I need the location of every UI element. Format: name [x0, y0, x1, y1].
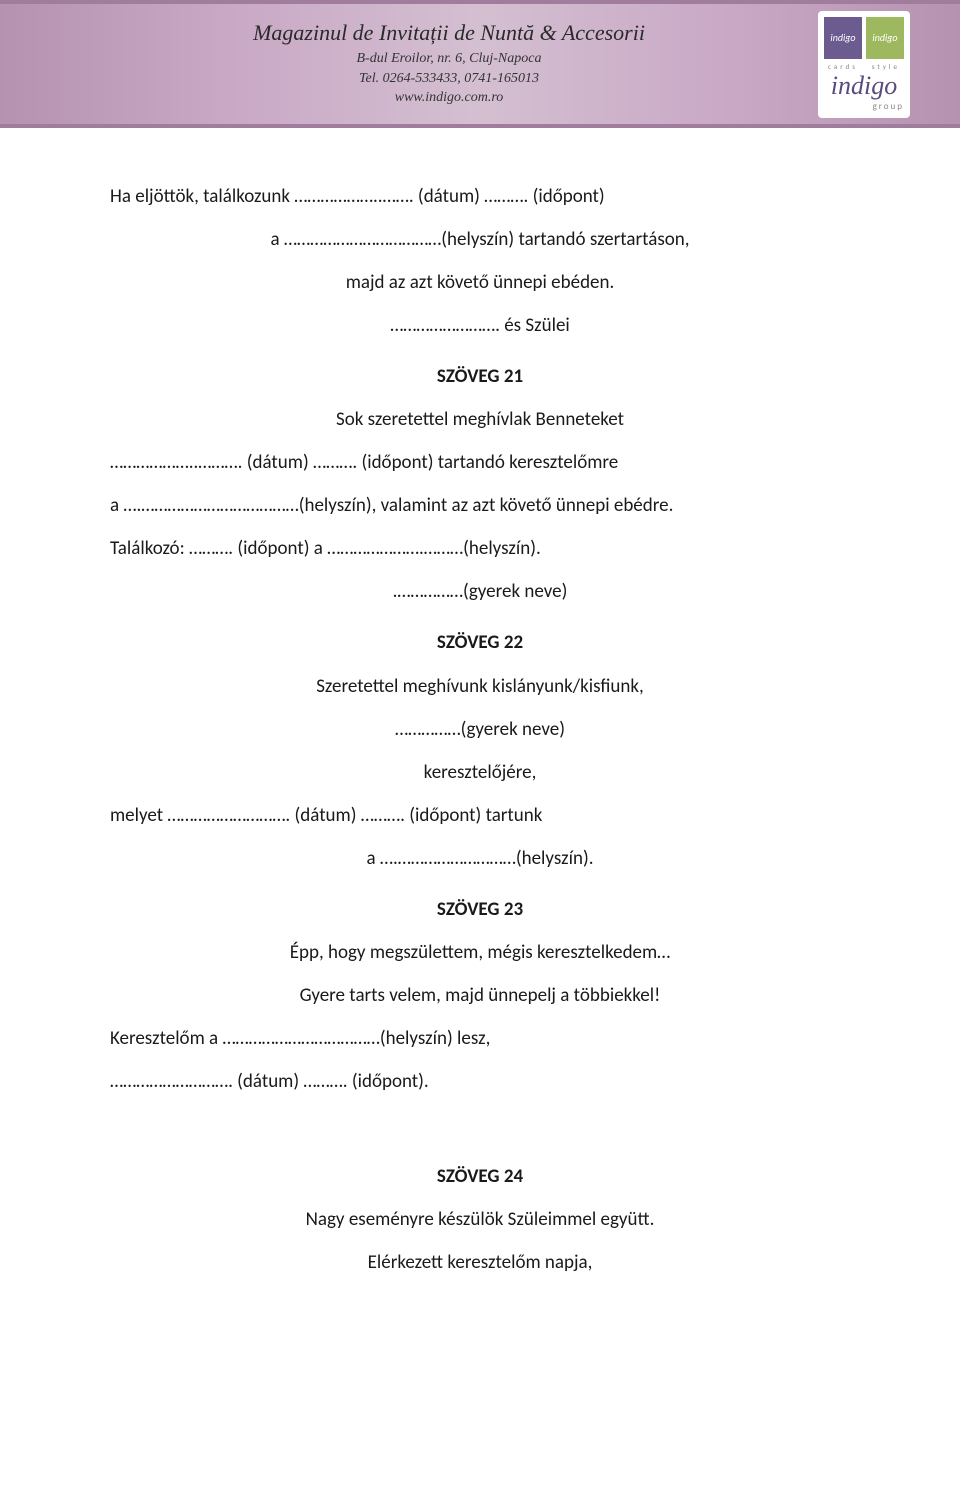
document-content: Ha eljöttök, találkozunk ………………..……. (dá… — [0, 128, 960, 1317]
line-held-at: a ….………………………(helyszín). — [110, 840, 850, 877]
line-big-event: Nagy eseményre készülök Szüleimmel együt… — [110, 1201, 850, 1238]
logo-indigo-large: indigo — [824, 71, 904, 101]
line-christening-venue: a ….………………………………(helyszín), valamint az … — [110, 487, 850, 524]
line-meeting-point: Találkozó: ………. (időpont) a ………………….………(… — [110, 530, 850, 567]
line-christening-date: ………………..………. (dátum) ………. (időpont) tart… — [110, 444, 850, 481]
banner-address: B-dul Eroilor, nr. 6, Cluj-Napoca — [80, 49, 818, 69]
heading-szoveg-24: SZÖVEG 24 — [110, 1158, 850, 1195]
line-christening-time: ………………………. (dátum) ………. (időpont). — [110, 1063, 850, 1100]
banner-website: www.indigo.com.ro — [80, 88, 818, 108]
logo-indigo-cards: indigo — [824, 17, 862, 59]
banner-logo-block: indigo indigo cards style indigo group — [818, 11, 910, 118]
line-venue-ceremony: a ………………………………(helyszín) tartandó szerta… — [110, 221, 850, 258]
line-lunch-after: majd az azt követő ünnepi ebéden. — [110, 264, 850, 301]
heading-szoveg-21: SZÖVEG 21 — [110, 358, 850, 395]
line-to-christening: keresztelőjére, — [110, 754, 850, 791]
heading-szoveg-22: SZÖVEG 22 — [110, 624, 850, 661]
banner-phone: Tel. 0264-533433, 0741-165013 — [80, 69, 818, 89]
logo-sub-cards: cards — [828, 62, 858, 71]
line-child-name-2: ……………(gyerek neve) — [110, 711, 850, 748]
banner-title: Magazinul de Invitații de Nuntă & Acceso… — [80, 20, 818, 46]
line-child-name-1: .……………(gyerek neve) — [110, 573, 850, 610]
logo-sub-style: style — [872, 62, 900, 71]
line-just-born: Épp, hogy megszülettem, mégis keresztelk… — [110, 934, 850, 971]
banner-text-block: Magazinul de Invitații de Nuntă & Acceso… — [0, 20, 818, 108]
line-greet: Ha eljöttök, találkozunk ………………..……. (dá… — [110, 178, 850, 215]
line-christening-day: Elérkezett keresztelőm napja, — [110, 1244, 850, 1281]
line-held-on: melyet ………………………. (dátum) ………. (időpont)… — [110, 797, 850, 834]
line-christening-location: Keresztelőm a ………………………………(helyszín) les… — [110, 1020, 850, 1057]
logo-subtext: cards style — [824, 62, 904, 71]
logo-squares: indigo indigo — [824, 17, 904, 59]
line-parents-signature: ……………………. és Szülei — [110, 307, 850, 344]
spacer — [110, 1106, 850, 1144]
line-invite-love: Sok szeretettel meghívlak Benneteket — [110, 401, 850, 438]
header-banner: Magazinul de Invitații de Nuntă & Acceso… — [0, 0, 960, 128]
logo-indigo-style: indigo — [866, 17, 904, 59]
line-come-celebrate: Gyere tarts velem, majd ünnepelj a többi… — [110, 977, 850, 1014]
line-invite-child: Szeretettel meghívunk kislányunk/kisfiun… — [110, 668, 850, 705]
heading-szoveg-23: SZÖVEG 23 — [110, 891, 850, 928]
logo-group: group — [824, 101, 904, 112]
